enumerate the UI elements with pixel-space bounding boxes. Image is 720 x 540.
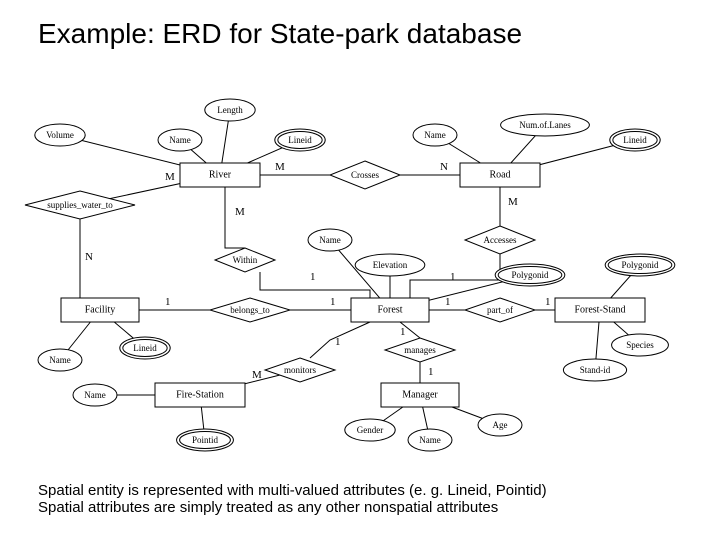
svg-text:Crosses: Crosses [351, 170, 379, 180]
relationship-monitors: monitors [265, 358, 335, 382]
svg-text:1: 1 [335, 336, 341, 348]
relationship-accesses: Accesses [465, 226, 535, 254]
attribute-rname: Name [158, 129, 202, 151]
svg-text:Facility: Facility [85, 305, 116, 316]
svg-text:1: 1 [428, 366, 434, 378]
entity-firestation: Fire-Station [155, 383, 245, 407]
svg-text:Num.of.Lanes: Num.of.Lanes [519, 120, 571, 130]
attribute-rlineid: Lineid [275, 129, 325, 151]
entity-manager: Manager [381, 383, 459, 407]
svg-text:1: 1 [165, 296, 171, 308]
svg-text:Age: Age [493, 420, 508, 430]
svg-text:belongs_to: belongs_to [230, 305, 270, 315]
svg-text:Lineid: Lineid [288, 135, 312, 145]
svg-text:M: M [275, 161, 285, 173]
svg-text:Name: Name [319, 235, 341, 245]
svg-text:River: River [209, 170, 232, 181]
attribute-length: Length [205, 99, 255, 121]
svg-text:Name: Name [419, 435, 441, 445]
svg-text:M: M [235, 206, 245, 218]
relationship-partof: part_of [465, 298, 535, 322]
attribute-standid: Stand-id [563, 359, 626, 381]
attribute-facname: Name [38, 349, 82, 371]
svg-text:1: 1 [545, 296, 551, 308]
relationship-belongs: belongs_to [210, 298, 290, 322]
svg-text:part_of: part_of [487, 305, 513, 315]
svg-text:N: N [85, 251, 93, 263]
relationship-crosses: Crosses [330, 161, 400, 189]
svg-text:manages: manages [404, 345, 436, 355]
svg-text:M: M [252, 369, 262, 381]
svg-text:Stand-id: Stand-id [580, 365, 611, 375]
svg-text:Road: Road [489, 170, 510, 181]
erd-diagram: M N M N M 1 M 1 1 1 1 1 M 1 1 1 River Road Facility Forest F… [0, 0, 720, 540]
svg-text:1: 1 [445, 296, 451, 308]
svg-text:1: 1 [400, 326, 406, 338]
svg-text:Lineid: Lineid [133, 343, 157, 353]
attribute-fsname: Name [73, 384, 117, 406]
svg-text:Lineid: Lineid [623, 135, 647, 145]
svg-text:Gender: Gender [357, 425, 384, 435]
svg-text:Name: Name [169, 135, 191, 145]
svg-text:Polygonid: Polygonid [621, 260, 659, 270]
attribute-pointid: Pointid [177, 429, 234, 451]
attribute-numlanes: Num.of.Lanes [501, 114, 590, 136]
relationship-supplies: supplies_water_to [25, 191, 135, 219]
attribute-roadlineid: Lineid [610, 129, 660, 151]
entity-road: Road [460, 163, 540, 187]
svg-text:Polygonid: Polygonid [511, 270, 549, 280]
attribute-roadname: Name [413, 124, 457, 146]
attribute-elevation: Elevation [355, 254, 425, 276]
svg-text:M: M [165, 171, 175, 183]
svg-text:Species: Species [626, 340, 654, 350]
svg-text:Pointid: Pointid [192, 435, 219, 445]
svg-text:Forest: Forest [378, 305, 403, 316]
svg-text:Forest-Stand: Forest-Stand [574, 305, 625, 316]
svg-text:Name: Name [49, 355, 71, 365]
svg-text:N: N [440, 161, 448, 173]
relationship-within: Within [215, 248, 275, 272]
svg-text:Name: Name [84, 390, 106, 400]
svg-text:Name: Name [424, 130, 446, 140]
svg-text:1: 1 [310, 271, 316, 283]
attribute-gender: Gender [345, 419, 395, 441]
attribute-species: Species [612, 334, 669, 356]
entity-foreststand: Forest-Stand [555, 298, 645, 322]
svg-text:Accesses: Accesses [484, 235, 517, 245]
svg-text:Length: Length [217, 105, 243, 115]
svg-text:Manager: Manager [402, 390, 438, 401]
attribute-mname: Name [408, 429, 452, 451]
svg-text:monitors: monitors [284, 365, 316, 375]
svg-text:Fire-Station: Fire-Station [176, 390, 224, 401]
svg-text:Within: Within [233, 255, 258, 265]
attribute-forestpoly: Polygonid [495, 264, 565, 286]
svg-text:supplies_water_to: supplies_water_to [47, 200, 113, 210]
attribute-forestname: Name [308, 229, 352, 251]
attribute-standpoly: Polygonid [605, 254, 675, 276]
entity-river: River [180, 163, 260, 187]
entity-forest: Forest [351, 298, 429, 322]
svg-text:Volume: Volume [46, 130, 74, 140]
relationship-manages: manages [385, 338, 455, 362]
attribute-faclineid: Lineid [120, 337, 170, 359]
entity-facility: Facility [61, 298, 139, 322]
svg-text:1: 1 [330, 296, 336, 308]
svg-text:1: 1 [450, 271, 456, 283]
attribute-age: Age [478, 414, 522, 436]
attribute-volume: Volume [35, 124, 85, 146]
svg-text:M: M [508, 196, 518, 208]
svg-text:Elevation: Elevation [373, 260, 408, 270]
